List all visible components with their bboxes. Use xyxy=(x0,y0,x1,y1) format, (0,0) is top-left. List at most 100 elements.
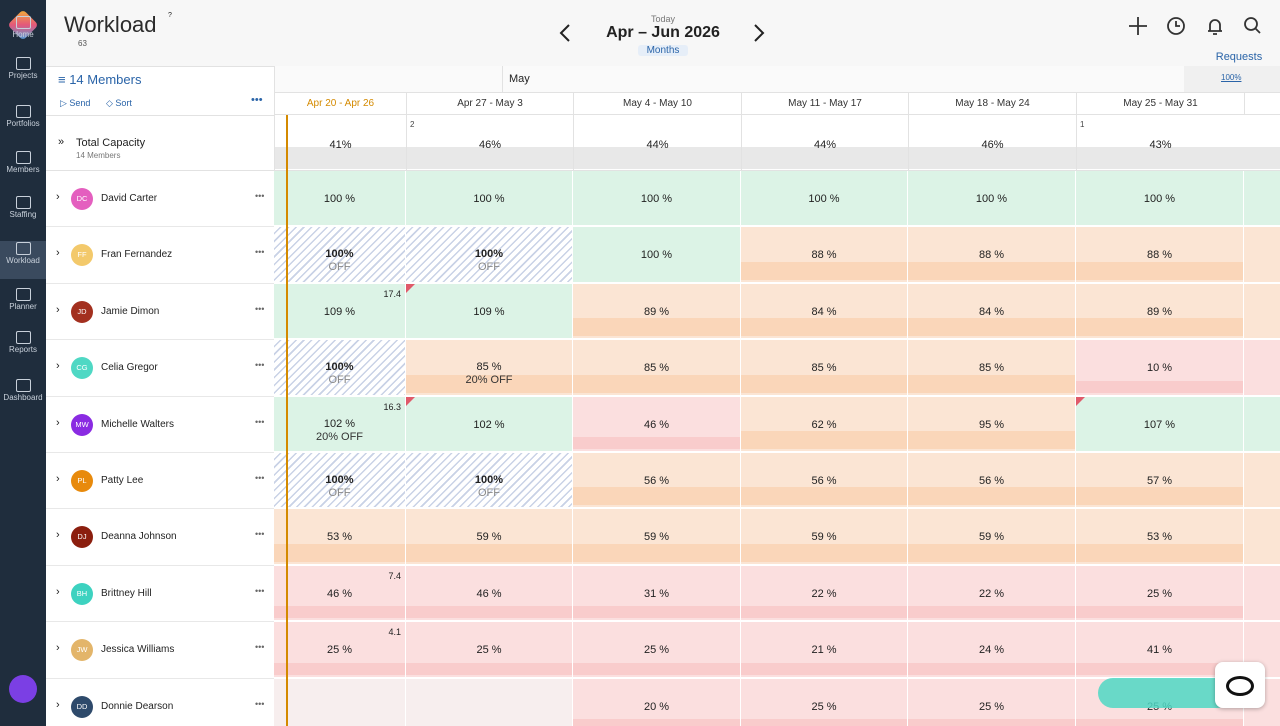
expand[interactable]: › xyxy=(56,303,60,316)
row-menu[interactable]: ••• xyxy=(255,642,265,653)
member-name[interactable]: Fran Fernandez xyxy=(101,249,173,261)
load-cell[interactable]: 85 % xyxy=(741,340,908,397)
load-cell[interactable]: 100 % xyxy=(1076,171,1244,228)
load-cell[interactable]: 102 % xyxy=(406,396,573,453)
more[interactable]: ••• xyxy=(251,94,263,106)
load-cell[interactable]: 102 % 20% OFF 16.3 xyxy=(274,396,406,453)
load-cell[interactable]: 57 % xyxy=(1076,453,1244,510)
row-menu[interactable]: ••• xyxy=(255,191,265,201)
load-cell[interactable]: 100 % xyxy=(741,171,908,228)
nav-item[interactable]: Home xyxy=(0,10,46,39)
floating-toolbar[interactable] xyxy=(1098,678,1232,708)
sort[interactable]: ◇ Sort xyxy=(106,98,132,108)
expand[interactable]: › xyxy=(56,529,60,542)
load-cell[interactable]: 53 % xyxy=(1076,509,1244,566)
load-cell[interactable]: 85 % 20% OFF xyxy=(406,340,573,397)
load-cell[interactable]: 100 % xyxy=(274,171,406,228)
row-menu[interactable]: ••• xyxy=(255,303,265,314)
load-cell[interactable]: 89 % xyxy=(1076,283,1244,341)
load-cell[interactable]: 100% OFF xyxy=(274,453,406,510)
member-name[interactable]: Donnie Dearson xyxy=(101,700,174,712)
load-cell[interactable] xyxy=(406,678,573,726)
requests[interactable]: Requests xyxy=(1215,51,1263,63)
expand[interactable]: › xyxy=(56,698,60,711)
nav-item[interactable]: Members xyxy=(0,145,46,174)
load-cell[interactable]: 59 % xyxy=(908,509,1076,566)
member-name[interactable]: Jamie Dimon xyxy=(101,305,160,317)
load-cell[interactable]: 25 % xyxy=(573,622,741,679)
nav-item[interactable]: Projects xyxy=(0,51,46,80)
load-cell[interactable]: 46 % xyxy=(406,565,573,623)
load-cell[interactable] xyxy=(274,678,406,726)
nav-item[interactable]: Dashboard xyxy=(0,373,46,402)
load-cell[interactable]: 25 % xyxy=(406,622,573,679)
nav-item[interactable]: Planner xyxy=(0,282,46,311)
send[interactable]: ▷ Send xyxy=(60,98,91,108)
load-cell[interactable]: 88 % xyxy=(1076,227,1244,284)
load-cell[interactable]: 25 % xyxy=(908,678,1076,726)
load-cell[interactable]: 100 % xyxy=(573,171,741,228)
load-cell[interactable]: 62 % xyxy=(741,396,908,453)
mode[interactable]: Months xyxy=(638,45,688,56)
zoom[interactable]: 100% xyxy=(1221,73,1242,82)
expand[interactable]: › xyxy=(56,191,60,203)
row-menu[interactable]: ••• xyxy=(255,473,265,483)
nav-item[interactable]: Reports xyxy=(0,325,46,354)
member-name[interactable]: Michelle Walters xyxy=(101,418,174,430)
member-name[interactable]: Patty Lee xyxy=(101,475,144,486)
load-cell[interactable]: 25 % xyxy=(1076,565,1244,623)
load-cell[interactable]: 59 % xyxy=(406,509,573,566)
load-cell[interactable]: 100% OFF xyxy=(274,340,406,397)
load-cell[interactable]: 85 % xyxy=(908,340,1076,397)
load-cell[interactable]: 25 % 4.1 xyxy=(274,622,406,679)
load-cell[interactable]: 59 % xyxy=(741,509,908,566)
load-cell[interactable]: 100% OFF xyxy=(406,453,573,510)
row-menu[interactable]: ••• xyxy=(255,360,265,371)
today[interactable]: Today xyxy=(650,14,676,24)
load-cell[interactable]: 53 % xyxy=(274,509,406,566)
load-cell[interactable]: 107 % xyxy=(1076,396,1244,453)
load-cell[interactable]: 85 % xyxy=(573,340,741,397)
load-cell[interactable]: 22 % xyxy=(908,565,1076,623)
chat-button[interactable] xyxy=(1215,662,1265,708)
expand[interactable]: › xyxy=(56,360,60,373)
load-cell[interactable]: 59 % xyxy=(573,509,741,566)
load-cell[interactable]: 46 % xyxy=(573,396,741,453)
load-cell[interactable]: 20 % xyxy=(573,678,741,726)
nav-item[interactable]: Staffing xyxy=(0,190,46,219)
load-cell[interactable]: 21 % xyxy=(741,622,908,679)
view-controls[interactable] xyxy=(1184,66,1280,92)
load-cell[interactable]: 109 % 17.4 xyxy=(274,283,406,341)
load-cell[interactable]: 31 % xyxy=(573,565,741,623)
load-cell[interactable]: 100 % xyxy=(908,171,1076,228)
load-cell[interactable]: 88 % xyxy=(741,227,908,284)
load-cell[interactable]: 109 % xyxy=(406,283,573,341)
row-menu[interactable]: ••• xyxy=(255,585,265,596)
capacity-toggle[interactable]: » xyxy=(58,136,65,148)
member-name[interactable]: Jessica Williams xyxy=(101,644,175,656)
load-cell[interactable]: 88 % xyxy=(908,227,1076,284)
member-name[interactable]: Deanna Johnson xyxy=(101,531,177,543)
nav-item[interactable]: Workload xyxy=(0,236,46,265)
load-cell[interactable]: 84 % xyxy=(741,283,908,341)
load-cell[interactable]: 56 % xyxy=(908,453,1076,510)
load-cell[interactable]: 100 % xyxy=(573,227,741,284)
expand[interactable]: › xyxy=(56,585,60,598)
load-cell[interactable]: 24 % xyxy=(908,622,1076,679)
row-menu[interactable]: ••• xyxy=(255,416,265,427)
expand[interactable]: › xyxy=(56,642,60,655)
row-menu[interactable]: ••• xyxy=(255,698,265,709)
member-name[interactable]: David Carter xyxy=(101,193,158,204)
nav-arrows[interactable] xyxy=(556,22,776,44)
load-cell[interactable]: 46 % 7.4 xyxy=(274,565,406,623)
load-cell[interactable]: 10 % xyxy=(1076,340,1244,397)
load-cell[interactable]: 56 % xyxy=(573,453,741,510)
member-name[interactable]: Brittney Hill xyxy=(101,587,152,599)
members-count[interactable]: ≡ 14 Members xyxy=(58,72,142,87)
row-menu[interactable]: ••• xyxy=(255,247,265,258)
load-cell[interactable]: 95 % xyxy=(908,396,1076,453)
member-name[interactable]: Celia Gregor xyxy=(101,362,158,374)
load-cell[interactable]: 100% OFF xyxy=(274,227,406,284)
expand[interactable]: › xyxy=(56,247,60,260)
load-cell[interactable]: 100% OFF xyxy=(406,227,573,284)
